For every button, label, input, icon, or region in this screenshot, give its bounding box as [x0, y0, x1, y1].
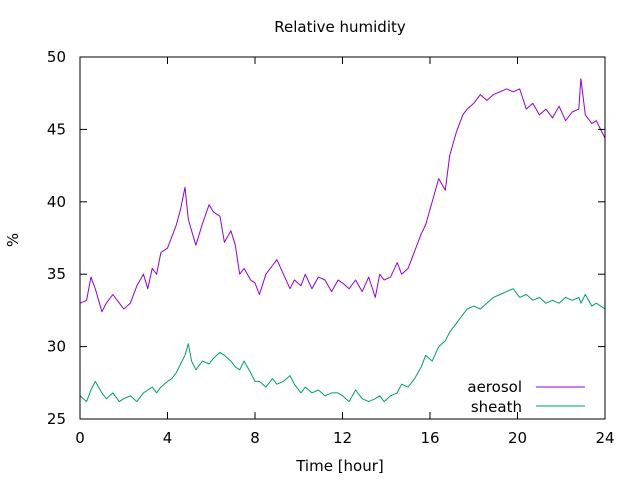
ticks-layer: 0 4 8 12 16 20 24 25 30 35 40 45 50 — [47, 48, 615, 447]
x-tick-label: 8 — [250, 429, 260, 447]
x-axis-label: Time [hour] — [295, 457, 384, 475]
x-tick-label: 12 — [333, 429, 352, 447]
x-tick-label: 24 — [595, 429, 614, 447]
y-axis-label: % — [4, 233, 22, 247]
y-tick-label: 30 — [47, 338, 66, 356]
y-tick-label: 35 — [47, 265, 66, 283]
x-tick-label: 0 — [75, 429, 85, 447]
y-tick-label: 25 — [47, 410, 66, 428]
series-layer — [79, 78, 606, 403]
legend-label-aerosol: aerosol — [467, 378, 522, 396]
series-line-aerosol — [79, 78, 606, 313]
y-tick-label: 50 — [47, 48, 66, 66]
y-tick-label: 45 — [47, 120, 66, 138]
chart-title: Relative humidity — [274, 18, 406, 36]
y-tick-label: 40 — [47, 193, 66, 211]
x-tick-label: 4 — [163, 429, 173, 447]
legend-label-sheath: sheath — [471, 398, 522, 416]
plot-frame — [79, 56, 606, 420]
legend: aerosol sheath — [467, 378, 585, 416]
x-tick-label: 20 — [508, 429, 527, 447]
x-tick-label: 16 — [420, 429, 439, 447]
series-line-sheath — [79, 288, 606, 403]
